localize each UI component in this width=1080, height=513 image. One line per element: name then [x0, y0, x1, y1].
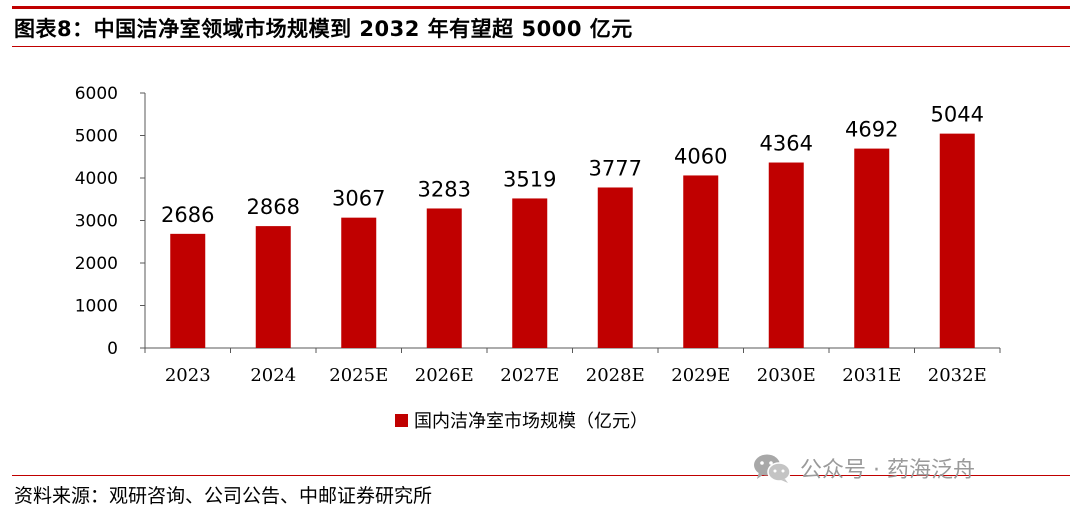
wechat-icon [752, 452, 792, 484]
legend-swatch [395, 414, 408, 427]
source-note: 资料来源：观研咨询、公司公告、中邮证券研究所 [14, 485, 433, 507]
bar [341, 217, 377, 348]
y-tick-label: 2000 [75, 254, 118, 274]
data-label: 2868 [247, 195, 300, 219]
data-label: 3519 [503, 167, 556, 191]
footer-divider [12, 475, 1070, 476]
bar [597, 187, 633, 348]
y-tick-label: 1000 [75, 297, 118, 317]
x-tick-label: 2029E [671, 365, 730, 386]
x-tick-label: 2023 [165, 365, 211, 386]
bar [939, 133, 975, 348]
x-tick-label: 2028E [586, 365, 645, 386]
y-tick-label: 6000 [75, 84, 118, 104]
x-tick-label: 2030E [757, 365, 816, 386]
y-tick-label: 3000 [75, 212, 118, 232]
x-tick-label: 2025E [329, 365, 388, 386]
bar [683, 175, 719, 348]
data-label: 3283 [418, 177, 471, 201]
x-tick-label: 2024 [250, 365, 296, 386]
x-tick-label: 2031E [842, 365, 901, 386]
data-label: 4364 [760, 132, 813, 156]
bar [255, 226, 291, 348]
watermark-text: 公众号 · 药海泛舟 [800, 458, 975, 483]
title-divider [12, 46, 1070, 47]
data-label: 3067 [332, 187, 385, 211]
data-label: 4692 [845, 118, 898, 142]
figure-title: 图表8：中国洁净室领域市场规模到 2032 年有望超 5000 亿元 [14, 17, 633, 41]
x-tick-label: 2032E [928, 365, 987, 386]
bar [768, 162, 804, 348]
y-tick-label: 4000 [75, 169, 118, 189]
watermark: 公众号 · 药海泛舟 [752, 448, 975, 488]
data-label: 5044 [931, 103, 984, 127]
bar [854, 148, 890, 348]
data-label: 2686 [161, 203, 214, 227]
x-tick-label: 2026E [415, 365, 474, 386]
x-tick-label: 2027E [500, 365, 559, 386]
top-rule [12, 6, 1070, 9]
bar [170, 233, 206, 348]
legend-label: 国内洁净室市场规模（亿元） [414, 411, 648, 432]
data-label: 3777 [589, 156, 642, 180]
y-tick-label: 5000 [75, 127, 118, 147]
bar [512, 198, 548, 348]
bar [426, 208, 462, 348]
y-tick-label: 0 [107, 339, 118, 359]
data-label: 4060 [674, 144, 727, 168]
